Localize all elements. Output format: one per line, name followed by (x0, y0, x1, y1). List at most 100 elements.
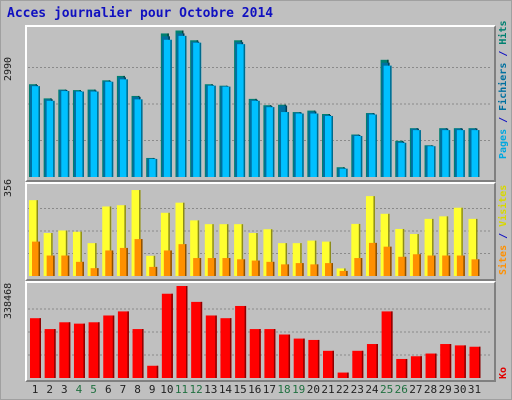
pages-bar-19-edge (302, 113, 304, 177)
sites-bar-16 (251, 260, 260, 276)
ko-bar-29-edge (449, 344, 452, 378)
ko-bar-27 (410, 356, 422, 378)
ko-bar-9-edge (156, 365, 159, 378)
visites-bar-29-edge (446, 216, 449, 276)
sites-bar-21-edge (331, 263, 333, 276)
ko-bar-5-edge (98, 322, 100, 378)
pages-bar-1 (32, 86, 40, 177)
ko-bar-27-edge (420, 356, 422, 378)
pages-bar-20 (310, 113, 319, 177)
visites-bar-28 (424, 218, 434, 276)
visites-bar-8 (131, 190, 141, 276)
ko-bar-15-edge (244, 305, 247, 378)
ko-bar-2-edge (54, 329, 56, 378)
sites-bar-6 (105, 250, 114, 276)
pages-bar-7 (119, 79, 128, 177)
day-label-18: 18 (277, 383, 290, 396)
day-label-8: 8 (134, 383, 141, 396)
ko-bar-8 (132, 329, 144, 378)
pages-bar-23 (354, 135, 363, 177)
ko-bar-23 (352, 350, 364, 378)
pages-bar-16-edge (258, 100, 260, 177)
visites-bar-29 (439, 216, 449, 276)
pages-bar-16 (251, 100, 260, 177)
sites-bar-20 (310, 264, 319, 276)
sites-bar-7 (119, 247, 128, 276)
visites-bar-16-edge (256, 233, 258, 276)
sites-bar-19 (295, 263, 304, 276)
ko-bar-31 (469, 346, 481, 378)
ko-bar-26 (396, 358, 408, 378)
pages-bar-24 (368, 114, 377, 177)
sites-bar-23-edge (360, 258, 363, 276)
day-label-15: 15 (233, 383, 246, 396)
ko-bar-20-edge (317, 339, 320, 378)
ko-bar-26-edge (405, 358, 408, 378)
pages-bar-29-edge (448, 130, 451, 177)
day-label-13: 13 (204, 383, 217, 396)
visites-bar-7-edge (124, 205, 126, 276)
visites-bar-26 (395, 228, 405, 276)
sites-bar-18-edge (287, 264, 290, 276)
ko-bar-30 (454, 345, 466, 378)
sites-bar-13-edge (214, 258, 216, 276)
sites-bar-31-edge (478, 259, 480, 276)
ko-bar-9 (147, 365, 159, 378)
day-label-10: 10 (160, 383, 173, 396)
ko-bar-28 (425, 353, 437, 378)
pages-bar-2 (46, 100, 55, 177)
pages-bar-3-edge (67, 91, 70, 177)
sites-bar-18 (281, 264, 290, 276)
sites-bar-2-edge (53, 255, 55, 276)
sites-bar-23 (354, 258, 363, 276)
sites-bar-25-edge (390, 246, 392, 276)
pages-bar-10 (163, 39, 172, 177)
sites-bar-30-edge (463, 255, 465, 276)
visites-bar-8-edge (139, 190, 141, 276)
pages-bar-25 (383, 65, 392, 177)
ko-bar-25-edge (391, 311, 393, 378)
pages-bar-28 (427, 146, 436, 177)
sites-bar-4 (75, 261, 84, 276)
visites-bar-18 (278, 243, 288, 276)
sites-bar-14 (222, 258, 231, 276)
pages-bar-6 (105, 81, 114, 177)
pages-bar-2-edge (53, 100, 55, 177)
visites-bar-5 (87, 243, 97, 276)
day-label-12: 12 (190, 383, 203, 396)
visites-bar-19 (292, 243, 302, 276)
pages-bar-27-edge (419, 130, 421, 177)
pages-bar-8 (134, 99, 143, 177)
sites-bar-1 (32, 241, 40, 276)
pages-bar-29 (442, 130, 451, 177)
day-label-17: 17 (263, 383, 276, 396)
day-label-5: 5 (90, 383, 97, 396)
pages-bar-12 (193, 42, 202, 178)
visites-bar-31-edge (476, 218, 478, 276)
visites-bar-21-edge (329, 241, 331, 276)
visites-bar-20 (307, 240, 317, 276)
visites-bar-4 (72, 231, 82, 276)
visites-bar-19-edge (300, 243, 302, 276)
ko-bar-4-edge (83, 323, 85, 378)
visites-bar-10 (160, 212, 170, 276)
ko-bar-3 (59, 322, 71, 378)
ko-bar-24 (366, 344, 378, 378)
day-label-7: 7 (120, 383, 127, 396)
sites-bar-7-edge (126, 247, 128, 276)
day-label-27: 27 (409, 383, 422, 396)
ko-bar-17-edge (273, 329, 276, 378)
ko-bar-1-edge (39, 318, 41, 378)
visites-bar-30 (453, 207, 463, 276)
day-label-22: 22 (336, 383, 349, 396)
pages-bar-12-edge (199, 42, 202, 178)
day-label-16: 16 (248, 383, 261, 396)
visites-bar-26-edge (402, 228, 405, 276)
visites-bar-15 (234, 224, 244, 276)
visites-bar-25 (380, 213, 390, 276)
pages-bar-8-edge (141, 99, 143, 177)
sites-bar-15-edge (243, 259, 246, 276)
visites-bar-9 (146, 255, 156, 276)
ko-bar-8-edge (142, 329, 144, 378)
